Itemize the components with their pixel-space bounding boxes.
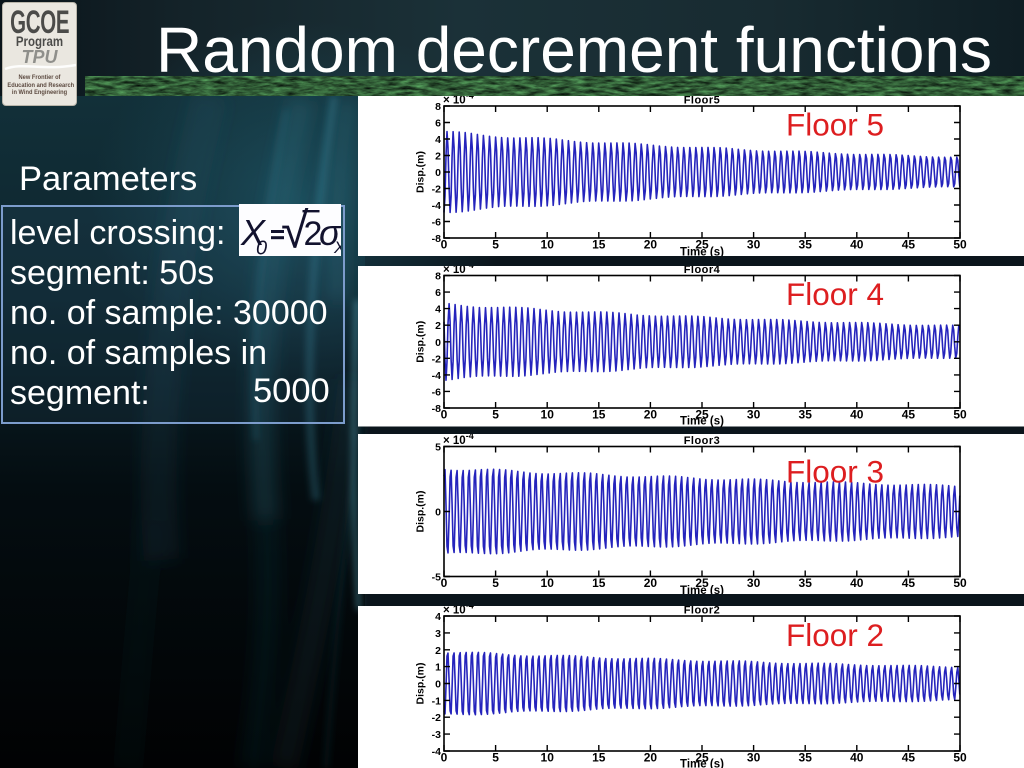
svg-text:8: 8 xyxy=(435,271,441,283)
svg-text:35: 35 xyxy=(799,408,813,422)
svg-text:2: 2 xyxy=(435,320,441,332)
svg-text:Disp.(m): Disp.(m) xyxy=(415,151,427,193)
svg-text:15: 15 xyxy=(592,576,606,590)
svg-text:0: 0 xyxy=(441,238,448,252)
svg-text:25: 25 xyxy=(695,408,709,422)
svg-text:20: 20 xyxy=(644,238,658,252)
svg-text:-2: -2 xyxy=(432,184,441,196)
svg-text:-8: -8 xyxy=(432,233,441,245)
svg-text:-2: -2 xyxy=(432,353,441,365)
svg-text:-5: -5 xyxy=(432,571,441,583)
svg-text:Floor3: Floor3 xyxy=(684,435,721,447)
svg-text:Floor5: Floor5 xyxy=(684,96,721,107)
svg-text:-3: -3 xyxy=(432,729,441,741)
svg-text:Time (s): Time (s) xyxy=(680,416,724,427)
svg-text:6: 6 xyxy=(435,118,441,130)
svg-text:30: 30 xyxy=(747,408,761,422)
svg-text:40: 40 xyxy=(850,576,864,590)
svg-text:10: 10 xyxy=(541,238,555,252)
svg-text:-4: -4 xyxy=(432,370,441,382)
svg-text:4: 4 xyxy=(435,611,441,623)
svg-text:√: √ xyxy=(281,204,309,256)
svg-text:Floor2: Floor2 xyxy=(684,606,721,617)
svg-text:× 10-4: × 10-4 xyxy=(443,266,474,276)
svg-text:-6: -6 xyxy=(432,386,441,398)
svg-text:40: 40 xyxy=(850,238,864,252)
svg-text:0: 0 xyxy=(435,679,441,691)
svg-text:45: 45 xyxy=(902,238,916,252)
svg-text:45: 45 xyxy=(902,576,916,590)
svg-text:3: 3 xyxy=(435,628,441,640)
svg-text:× 10-4: × 10-4 xyxy=(443,606,474,617)
svg-text:35: 35 xyxy=(799,238,813,252)
svg-text:20: 20 xyxy=(644,751,658,765)
svg-text:-1: -1 xyxy=(432,695,441,707)
svg-text:Floor 5: Floor 5 xyxy=(786,107,884,143)
svg-text:35: 35 xyxy=(799,576,813,590)
svg-text:0: 0 xyxy=(441,408,448,422)
svg-text:0: 0 xyxy=(441,751,448,765)
svg-text:Floor 4: Floor 4 xyxy=(786,276,884,312)
svg-text:5: 5 xyxy=(435,441,441,453)
svg-text:4: 4 xyxy=(435,134,441,146)
svg-text:Disp.(m): Disp.(m) xyxy=(415,663,427,705)
svg-text:Time (s): Time (s) xyxy=(680,585,724,595)
svg-text:× 10-4: × 10-4 xyxy=(443,96,474,107)
svg-text:45: 45 xyxy=(902,408,916,422)
svg-text:-4: -4 xyxy=(432,746,441,758)
svg-text:25: 25 xyxy=(695,576,709,590)
svg-text:45: 45 xyxy=(902,751,916,765)
svg-text:15: 15 xyxy=(592,751,606,765)
svg-text:15: 15 xyxy=(592,238,606,252)
svg-text:0: 0 xyxy=(435,506,441,518)
svg-text:10: 10 xyxy=(541,751,555,765)
svg-text:25: 25 xyxy=(695,238,709,252)
svg-text:Floor 3: Floor 3 xyxy=(786,453,884,489)
svg-text:15: 15 xyxy=(592,408,606,422)
svg-text:5: 5 xyxy=(492,238,499,252)
svg-text:0: 0 xyxy=(441,576,448,590)
svg-text:25: 25 xyxy=(695,751,709,765)
svg-text:50: 50 xyxy=(953,751,967,765)
svg-text:30: 30 xyxy=(747,751,761,765)
svg-text:10: 10 xyxy=(541,408,555,422)
svg-text:50: 50 xyxy=(953,408,967,422)
svg-text:Time (s): Time (s) xyxy=(680,759,724,768)
svg-text:-4: -4 xyxy=(432,200,441,212)
svg-text:50: 50 xyxy=(953,576,967,590)
svg-text:-6: -6 xyxy=(432,217,441,229)
svg-text:5: 5 xyxy=(492,408,499,422)
svg-text:30: 30 xyxy=(747,576,761,590)
svg-text:6: 6 xyxy=(435,287,441,299)
svg-text:20: 20 xyxy=(644,408,658,422)
svg-text:Disp.(m): Disp.(m) xyxy=(415,321,427,363)
svg-text:Disp.(m): Disp.(m) xyxy=(415,490,427,532)
svg-text:40: 40 xyxy=(850,408,864,422)
svg-text:σ: σ xyxy=(319,212,341,253)
svg-text:30: 30 xyxy=(747,238,761,252)
svg-text:Floor 2: Floor 2 xyxy=(786,617,884,653)
svg-text:0: 0 xyxy=(256,238,267,257)
svg-text:5: 5 xyxy=(492,576,499,590)
svg-text:5: 5 xyxy=(492,751,499,765)
svg-text:40: 40 xyxy=(850,751,864,765)
svg-text:8: 8 xyxy=(435,101,441,113)
svg-text:4: 4 xyxy=(435,304,441,316)
svg-text:50: 50 xyxy=(953,238,967,252)
svg-text:-8: -8 xyxy=(432,403,441,415)
svg-text:1: 1 xyxy=(435,662,441,674)
svg-text:0: 0 xyxy=(435,167,441,179)
svg-text:-2: -2 xyxy=(432,712,441,724)
svg-text:Time (s): Time (s) xyxy=(680,247,724,257)
svg-text:Floor4: Floor4 xyxy=(684,266,721,276)
svg-text:20: 20 xyxy=(644,576,658,590)
svg-text:2: 2 xyxy=(435,151,441,163)
svg-text:35: 35 xyxy=(799,751,813,765)
svg-text:10: 10 xyxy=(541,576,555,590)
svg-text:2: 2 xyxy=(304,215,323,253)
svg-text:2: 2 xyxy=(435,645,441,657)
svg-text:X: X xyxy=(240,212,267,253)
svg-text:0: 0 xyxy=(435,337,441,349)
svg-text:X: X xyxy=(333,238,341,256)
